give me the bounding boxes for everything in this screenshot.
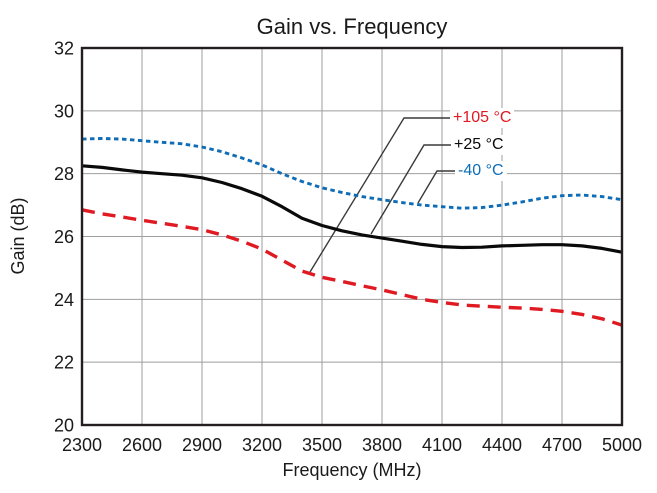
x-tick-label: 4700 xyxy=(542,435,582,455)
y-tick-label: 28 xyxy=(54,164,74,184)
x-tick-label: 4400 xyxy=(482,435,522,455)
annotation-leader-lines xyxy=(309,117,455,273)
series-line-40C xyxy=(81,137,623,210)
leader-line xyxy=(309,117,450,273)
tick-labels: 2300 2600 2900 3200 3500 3800 4100 4400 4700 5000… xyxy=(54,39,642,456)
x-tick-label: 2900 xyxy=(182,435,222,455)
x-tick-label: 4100 xyxy=(422,435,462,455)
leader-line xyxy=(370,144,451,235)
x-tick-label: 3800 xyxy=(362,435,402,455)
y-tick-label: 30 xyxy=(54,101,74,121)
y-tick-label: 26 xyxy=(54,227,74,247)
series-label-plus105c: +105 °C xyxy=(450,108,515,128)
y-tick-label: 22 xyxy=(54,353,74,373)
y-axis-label: Gain (dB) xyxy=(8,197,28,274)
y-tick-label: 32 xyxy=(54,39,74,59)
x-axis-label: Frequency (MHz) xyxy=(282,460,421,480)
x-tick-label: 2600 xyxy=(122,435,162,455)
data-series-lines xyxy=(81,137,623,327)
series-label-plus25c: +25 °C xyxy=(451,135,507,155)
series-label-minus40c: -40 °C xyxy=(455,161,507,181)
y-tick-label: 24 xyxy=(54,290,74,310)
x-tick-label: 3200 xyxy=(242,435,282,455)
y-tick-label: 20 xyxy=(54,416,74,436)
chart-title: Gain vs. Frequency xyxy=(257,14,448,39)
plot-border xyxy=(80,46,624,427)
x-tick-label: 2300 xyxy=(62,435,102,455)
x-tick-label: 5000 xyxy=(602,435,642,455)
series-line-25C xyxy=(81,164,623,254)
series-line-105C xyxy=(81,208,623,327)
leader-line xyxy=(417,170,455,204)
gridlines xyxy=(82,48,622,425)
x-tick-label: 3500 xyxy=(302,435,342,455)
